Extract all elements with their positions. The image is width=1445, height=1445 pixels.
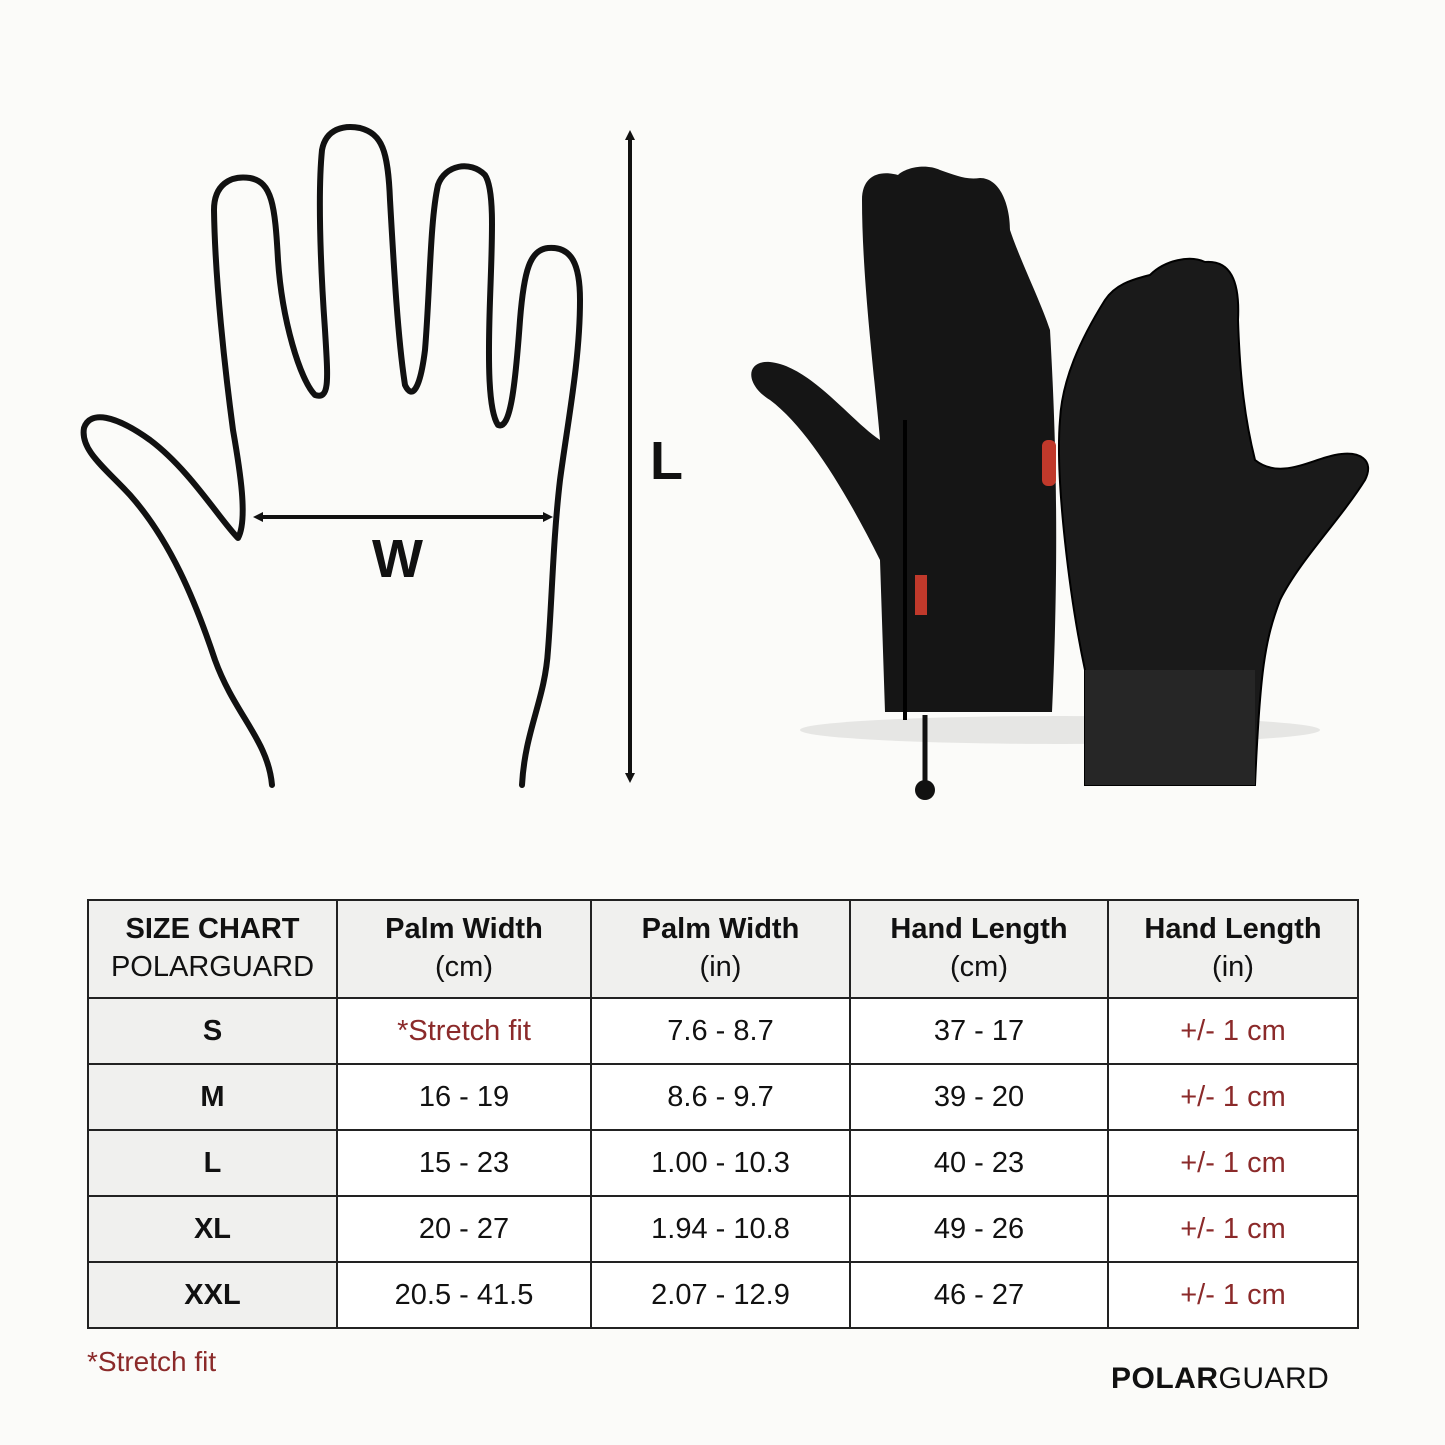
hand-measurement-diagram	[80, 124, 1370, 800]
table-row: XL 20 - 27 1.94 - 10.8 49 - 26 +/- 1 cm	[87, 1195, 1359, 1263]
header-title: Hand Length	[890, 913, 1068, 946]
length-in-cell: +/- 1 cm	[1107, 1063, 1359, 1131]
palm-cm-cell: *Stretch fit	[336, 997, 592, 1065]
glove-tag	[915, 575, 927, 615]
brand-bold: POLAR	[1111, 1362, 1219, 1395]
length-in-cell: +/- 1 cm	[1107, 997, 1359, 1065]
palm-in-cell: 8.6 - 9.7	[590, 1063, 851, 1131]
table-header-row: SIZE CHART POLARGUARD Palm Width (cm) Palm…	[87, 899, 1359, 999]
palm-cm-cell: 20 - 27	[336, 1195, 592, 1263]
table-row: M 16 - 19 8.6 - 9.7 39 - 20 +/- 1 cm	[87, 1063, 1359, 1131]
size-cell: S	[87, 997, 338, 1065]
stretch-fit-footnote: *Stretch fit	[87, 1346, 217, 1377]
table-row: L 15 - 23 1.00 - 10.3 40 - 23 +/- 1 cm	[87, 1129, 1359, 1197]
length-in-cell: +/- 1 cm	[1107, 1129, 1359, 1197]
header-sub: (in)	[1212, 951, 1254, 983]
table-row: XXL 20.5 - 41.5 2.07 - 12.9 46 - 27 +/- …	[87, 1261, 1359, 1329]
length-label: L	[650, 431, 683, 491]
glove-logo-badge	[1042, 440, 1056, 486]
length-cm-cell: 37 - 17	[849, 997, 1109, 1065]
header-hand-length-in: Hand Length (in)	[1107, 899, 1359, 999]
palm-cm-cell: 16 - 19	[336, 1063, 592, 1131]
palm-in-cell: 1.94 - 10.8	[590, 1195, 851, 1263]
size-cell: XL	[87, 1195, 338, 1263]
length-in-cell: +/- 1 cm	[1107, 1195, 1359, 1263]
header-title: SIZE CHART	[125, 913, 300, 946]
brand-logo: POLARGUARD	[1111, 1362, 1329, 1396]
header-sub: POLARGUARD	[110, 951, 315, 983]
header-palm-width-cm: Palm Width (cm)	[336, 899, 592, 999]
header-sub: (cm)	[435, 951, 493, 983]
brand-light: GUARD	[1218, 1362, 1330, 1395]
header-palm-width-in: Palm Width (in)	[590, 899, 851, 999]
palm-in-cell: 1.00 - 10.3	[590, 1129, 851, 1197]
header-title: Palm Width	[385, 913, 543, 946]
width-label: W	[372, 529, 423, 589]
header-sub: (in)	[699, 951, 742, 983]
hand-outline-icon	[80, 124, 583, 788]
zipper-pull-icon	[915, 780, 935, 800]
size-cell: M	[87, 1063, 338, 1131]
header-hand-length-cm: Hand Length (cm)	[849, 899, 1109, 999]
size-chart-table: SIZE CHART POLARGUARD Palm Width (cm) Palm…	[87, 899, 1359, 1329]
header-size-chart: SIZE CHART POLARGUARD	[87, 899, 338, 999]
length-cm-cell: 40 - 23	[849, 1129, 1109, 1197]
gloves-photo	[751, 166, 1370, 800]
size-cell: L	[87, 1129, 338, 1197]
table-row: S *Stretch fit 7.6 - 8.7 37 - 17 +/- 1 c…	[87, 997, 1359, 1065]
length-cm-cell: 49 - 26	[849, 1195, 1109, 1263]
palm-cm-cell: 20.5 - 41.5	[336, 1261, 592, 1329]
header-title: Hand Length	[1144, 913, 1322, 946]
length-cm-cell: 39 - 20	[849, 1063, 1109, 1131]
size-cell: XXL	[87, 1261, 338, 1329]
length-in-cell: +/- 1 cm	[1107, 1261, 1359, 1329]
palm-in-cell: 7.6 - 8.7	[590, 997, 851, 1065]
palm-in-cell: 2.07 - 12.9	[590, 1261, 851, 1329]
palm-cm-cell: 15 - 23	[336, 1129, 592, 1197]
header-sub: (cm)	[950, 951, 1008, 983]
length-cm-cell: 46 - 27	[849, 1261, 1109, 1329]
header-title: Palm Width	[641, 913, 800, 946]
